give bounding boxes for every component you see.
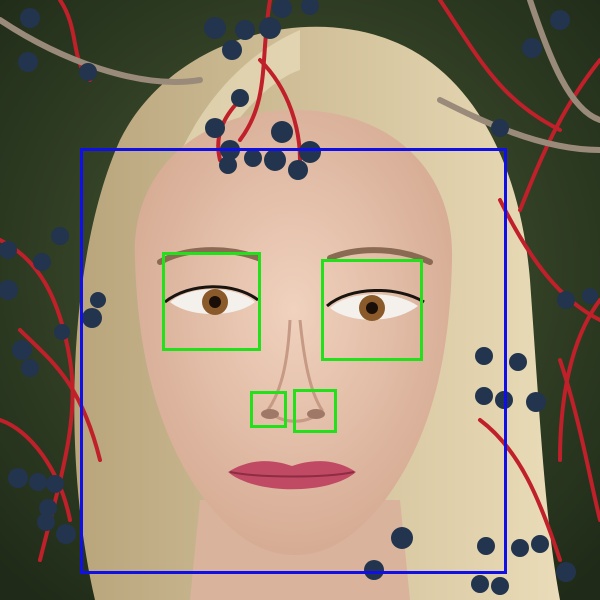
vine-branches [0, 0, 600, 153]
left-nostril [261, 409, 279, 419]
face-skin [134, 110, 453, 555]
right-eyebrow [327, 247, 433, 265]
left-eye [164, 285, 259, 315]
right-nostril [307, 409, 325, 419]
right-eye [326, 288, 425, 321]
lip-line [229, 471, 355, 478]
lips [228, 461, 356, 490]
vine-stems [0, 0, 600, 562]
